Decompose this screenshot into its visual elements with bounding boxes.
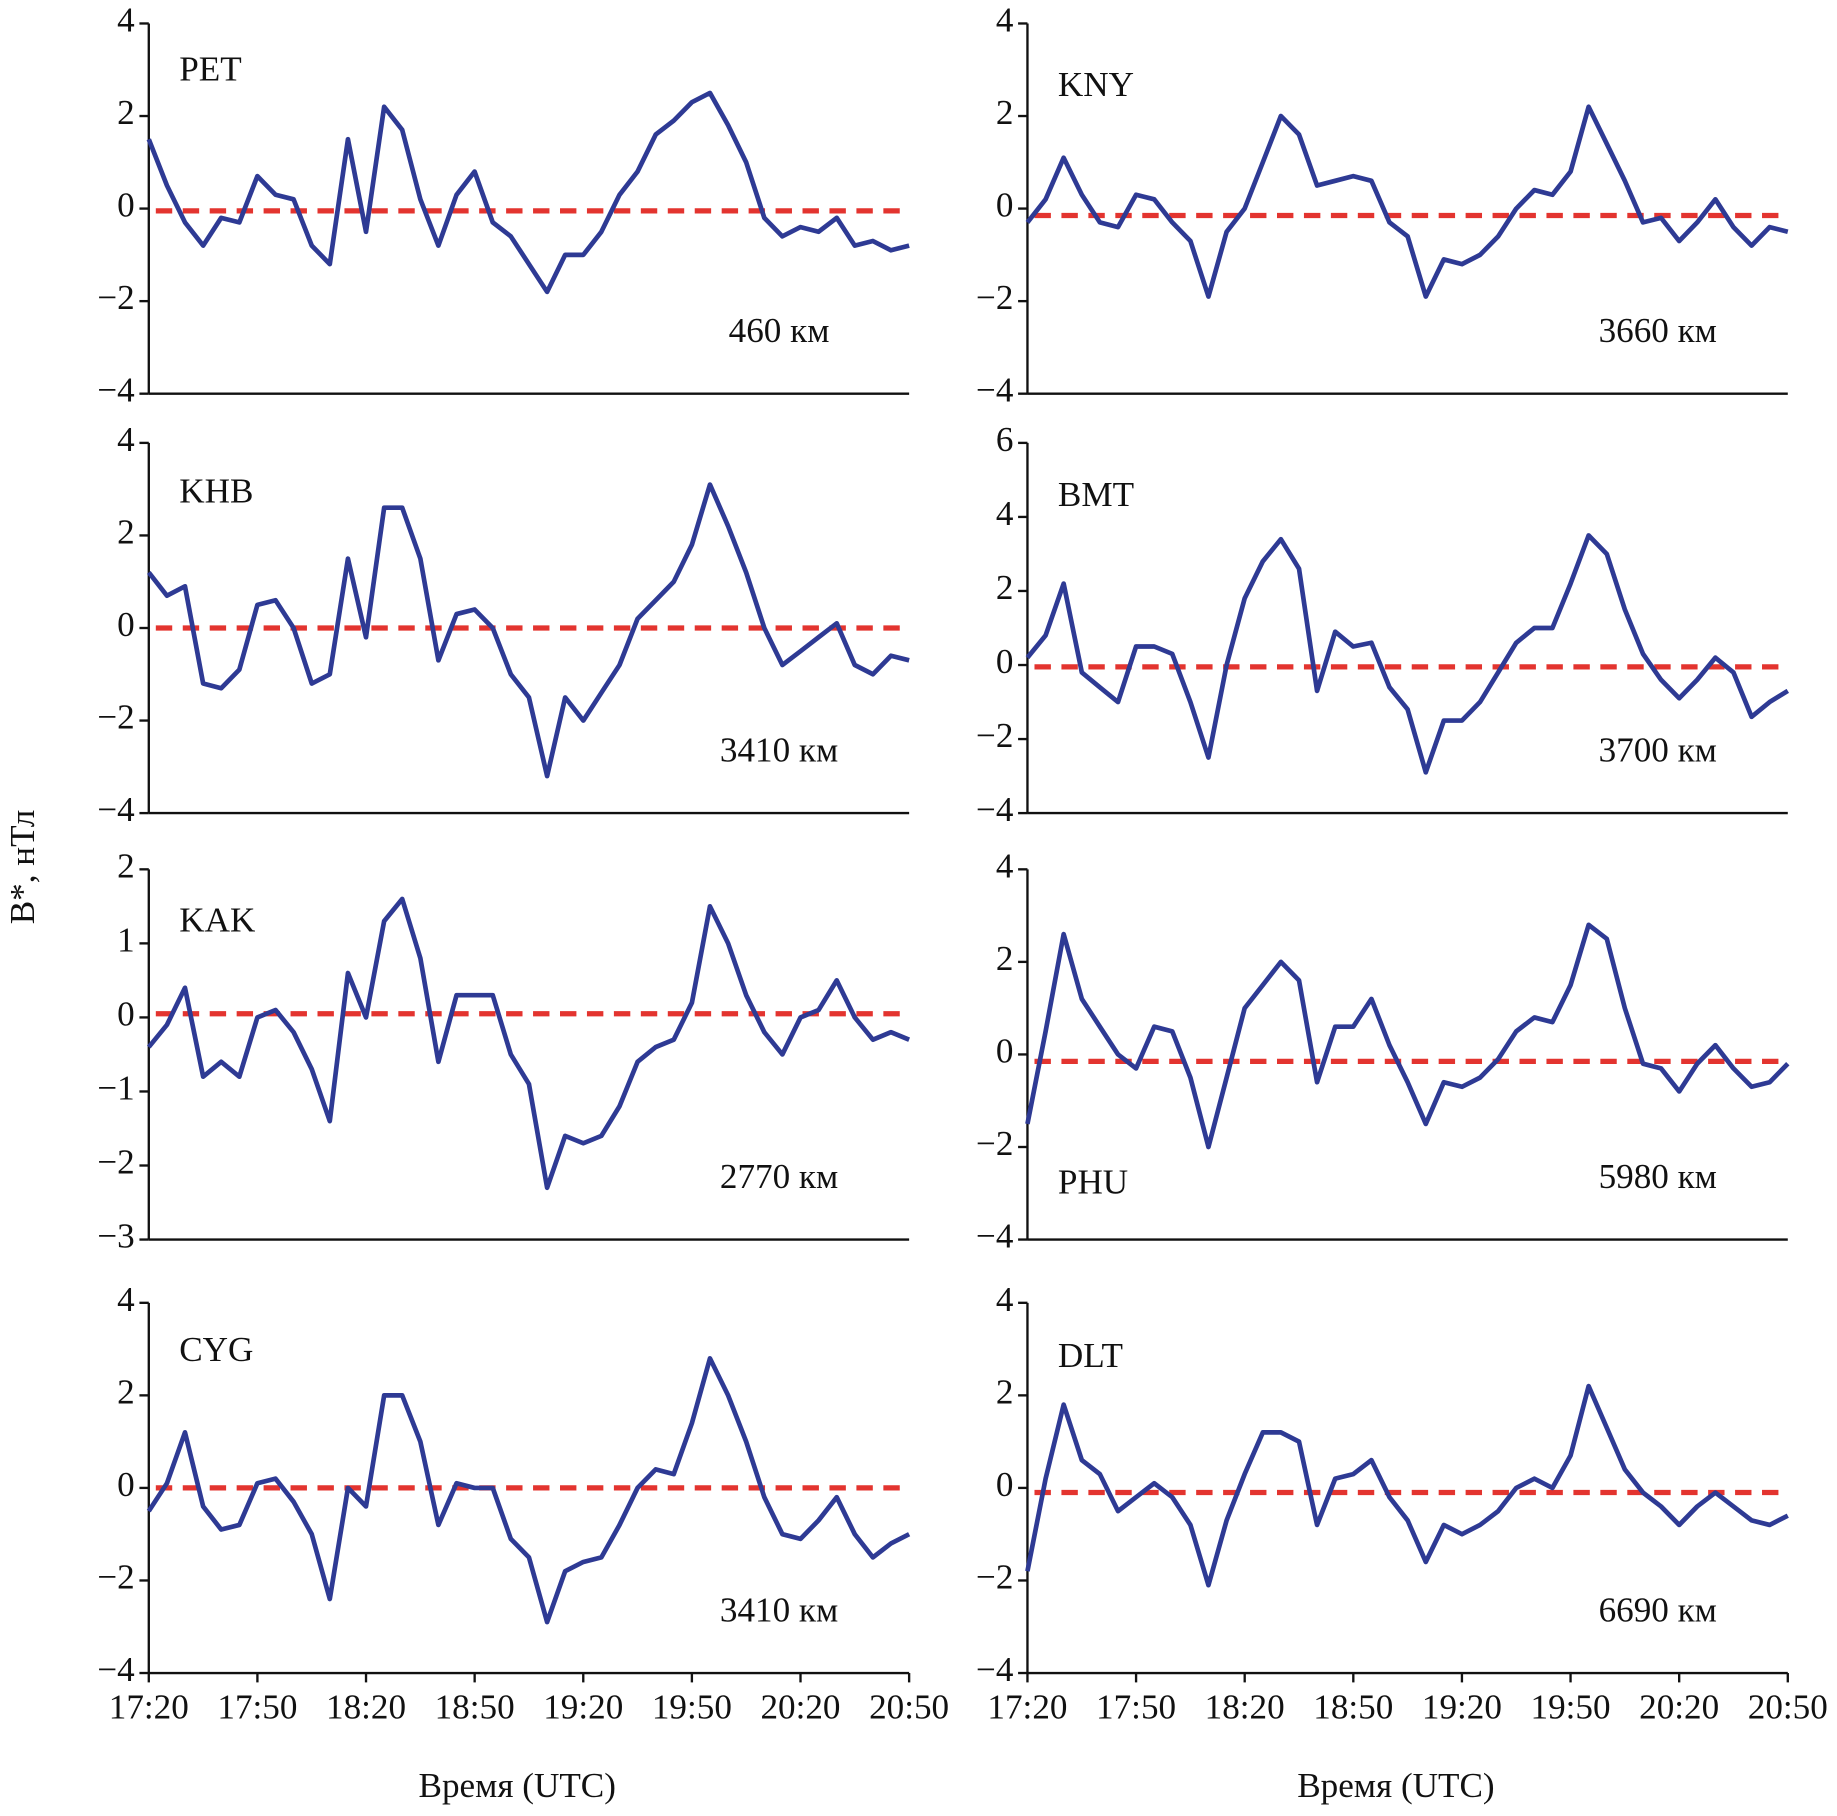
station-label: BMT (1058, 475, 1134, 514)
y-tick-label: −4 (97, 1650, 135, 1689)
y-tick-label: −1 (97, 1069, 134, 1108)
y-axis-label: B*, нТл (3, 810, 42, 925)
y-tick-label: −3 (97, 1217, 134, 1256)
x-tick-label: 20:50 (869, 1688, 949, 1727)
y-tick-label: 2 (996, 1372, 1014, 1411)
x-tick-label: 19:20 (1422, 1688, 1502, 1727)
x-tick-label: 19:50 (1531, 1688, 1611, 1727)
y-tick-label: −4 (97, 790, 135, 829)
y-tick-label: 2 (117, 846, 135, 885)
y-tick-label: −4 (97, 371, 135, 410)
x-tick-label: 18:50 (435, 1688, 515, 1727)
x-axis-label: Время (UTC) (1297, 1766, 1494, 1805)
x-tick-label: 20:20 (760, 1688, 840, 1727)
y-tick-label: 2 (996, 568, 1014, 607)
data-line (146, 896, 911, 1191)
y-tick-label: 0 (117, 605, 135, 644)
y-tick-label: 2 (996, 939, 1014, 978)
x-tick-label: 17:50 (1096, 1688, 1176, 1727)
y-tick-label: 4 (996, 1, 1014, 40)
y-tick-label: 6 (996, 420, 1014, 459)
station-label: CYG (179, 1330, 253, 1369)
distance-label: 460 км (729, 311, 830, 350)
x-axis-label: Время (UTC) (419, 1766, 616, 1805)
y-tick-label: 0 (117, 1465, 135, 1504)
distance-label: 5980 км (1599, 1157, 1717, 1196)
y-tick-label: −2 (97, 278, 134, 317)
y-tick-label: 4 (117, 420, 135, 459)
x-tick-label: 18:20 (326, 1688, 406, 1727)
x-tick-label: 18:20 (1205, 1688, 1285, 1727)
y-tick-label: 4 (996, 494, 1014, 533)
distance-label: 3700 км (1599, 730, 1717, 769)
x-tick-label: 17:20 (987, 1688, 1067, 1727)
station-label: DLT (1058, 1336, 1123, 1375)
y-tick-label: 4 (117, 1, 135, 40)
y-tick-label: −2 (97, 1558, 134, 1597)
data-line (1025, 922, 1790, 1150)
y-tick-label: −2 (976, 278, 1013, 317)
y-tick-label: −2 (97, 1143, 134, 1182)
y-tick-label: 2 (117, 93, 135, 132)
y-tick-label: −4 (976, 1650, 1014, 1689)
x-tick-label: 18:50 (1313, 1688, 1393, 1727)
x-tick-label: 17:20 (109, 1688, 189, 1727)
x-tick-label: 20:20 (1639, 1688, 1719, 1727)
y-tick-label: −2 (976, 1124, 1013, 1163)
distance-label: 3410 км (720, 1590, 838, 1629)
y-tick-label: −2 (976, 716, 1013, 755)
y-tick-label: 0 (996, 186, 1014, 225)
station-label: PET (179, 50, 241, 89)
y-tick-label: 4 (117, 1280, 135, 1319)
data-line (1025, 533, 1790, 775)
data-line (1025, 1383, 1789, 1588)
y-tick-label: 4 (996, 1280, 1014, 1319)
data-line (146, 1356, 911, 1625)
x-tick-label: 19:50 (652, 1688, 732, 1727)
y-tick-label: 0 (996, 1465, 1014, 1504)
x-tick-label: 20:50 (1748, 1688, 1828, 1727)
distance-label: 3660 км (1599, 311, 1717, 350)
station-label: KAK (179, 900, 255, 939)
distance-label: 2770 км (720, 1157, 838, 1196)
distance-label: 6690 км (1599, 1590, 1717, 1629)
y-tick-label: 0 (996, 1032, 1014, 1071)
distance-label: 3410 км (720, 730, 838, 769)
station-label: KHB (179, 472, 253, 511)
y-tick-label: 2 (117, 513, 135, 552)
x-tick-label: 17:50 (217, 1688, 297, 1727)
y-tick-label: −4 (976, 1217, 1014, 1256)
y-tick-label: −2 (97, 698, 134, 737)
y-tick-label: 0 (117, 186, 135, 225)
y-tick-label: −2 (976, 1558, 1013, 1597)
y-tick-label: 2 (996, 93, 1014, 132)
data-line (146, 482, 910, 779)
y-tick-label: −4 (976, 371, 1014, 410)
x-tick-label: 19:20 (543, 1688, 623, 1727)
y-tick-label: 0 (996, 642, 1014, 681)
station-label: KNY (1058, 65, 1134, 104)
data-line (1025, 104, 1789, 299)
y-tick-label: −4 (976, 790, 1014, 829)
y-tick-label: 0 (117, 994, 135, 1033)
station-label: PHU (1058, 1163, 1128, 1202)
y-tick-label: 4 (996, 846, 1014, 885)
data-line (146, 90, 910, 295)
y-tick-label: 1 (117, 920, 135, 959)
y-tick-label: 2 (117, 1372, 135, 1411)
